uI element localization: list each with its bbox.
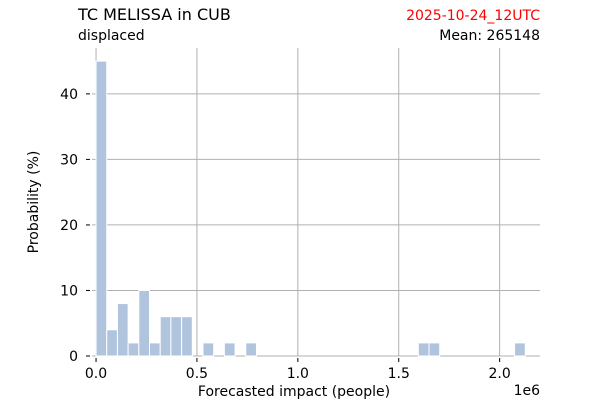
x-axis-offset-label: 1e6 bbox=[514, 383, 541, 399]
histogram-bar bbox=[417, 342, 430, 357]
histogram-bar bbox=[202, 342, 215, 357]
x-tick-label: 1.5 bbox=[388, 366, 410, 382]
histogram-bar bbox=[95, 60, 108, 357]
histogram-bar bbox=[106, 329, 118, 357]
x-axis-label: Forecasted impact (people) bbox=[198, 384, 390, 400]
histogram-bar bbox=[514, 342, 526, 357]
x-tick-label: 0.0 bbox=[85, 366, 107, 382]
histogram-bar bbox=[116, 303, 129, 357]
histogram-bar bbox=[159, 316, 172, 357]
x-tick-label: 0.5 bbox=[186, 366, 208, 382]
chart-title: TC MELISSA in CUB bbox=[77, 5, 231, 24]
histogram-bar bbox=[181, 316, 193, 357]
forecast-date: 2025-10-24_12UTC bbox=[406, 8, 540, 24]
bars-layer bbox=[95, 60, 526, 357]
grid-layer bbox=[92, 48, 540, 357]
y-tick-label: 0 bbox=[69, 349, 78, 365]
histogram-bar bbox=[138, 289, 151, 357]
x-tick-label: 1.0 bbox=[287, 366, 309, 382]
y-tick-label: 30 bbox=[60, 152, 78, 168]
chart-subtitle: displaced bbox=[78, 28, 145, 44]
y-tick-label: 20 bbox=[60, 218, 78, 234]
histogram-bar bbox=[127, 342, 140, 357]
y-axis-label: Probability (%) bbox=[26, 151, 42, 254]
histogram-bar bbox=[428, 342, 441, 357]
x-tick-label: 2.0 bbox=[489, 366, 511, 382]
axes-layer: 0 10 20 30 40 0.0 0.5 1.0 1.5 2.0 bbox=[60, 87, 511, 382]
histogram-bar bbox=[170, 316, 183, 357]
y-tick-label: 40 bbox=[60, 87, 78, 103]
histogram-bar bbox=[223, 342, 236, 357]
y-tick-label: 10 bbox=[60, 283, 78, 299]
mean-label: Mean: 265148 bbox=[439, 28, 540, 44]
histogram-bar bbox=[245, 342, 257, 357]
histogram-bar bbox=[149, 342, 161, 357]
